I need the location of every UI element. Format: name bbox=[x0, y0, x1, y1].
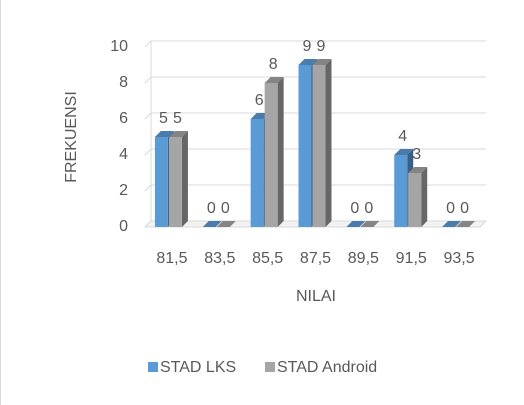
bar-side bbox=[325, 59, 332, 227]
y-tick-label: 8 bbox=[119, 74, 128, 91]
bar-top bbox=[216, 221, 236, 227]
data-label: 5 bbox=[173, 110, 182, 127]
legend-swatch bbox=[148, 362, 158, 372]
data-label: 4 bbox=[398, 128, 407, 145]
x-tick-label: 83,5 bbox=[204, 250, 235, 267]
legend-swatch bbox=[265, 362, 275, 372]
bar-top bbox=[168, 131, 188, 137]
data-label: 9 bbox=[303, 38, 312, 55]
x-tick-label: 91,5 bbox=[396, 250, 427, 267]
data-label: 9 bbox=[317, 38, 326, 55]
data-label: 8 bbox=[269, 56, 278, 73]
bar-top bbox=[298, 59, 318, 65]
bar bbox=[312, 65, 326, 227]
bar-top bbox=[408, 167, 428, 173]
bar-top bbox=[346, 221, 366, 227]
y-tick-label: 2 bbox=[119, 182, 128, 199]
bar bbox=[250, 119, 264, 227]
data-label: 0 bbox=[207, 200, 216, 217]
data-label: 0 bbox=[221, 200, 230, 217]
data-label: 6 bbox=[255, 92, 264, 109]
data-label: 0 bbox=[350, 200, 359, 217]
y-tick-label: 6 bbox=[119, 110, 128, 127]
x-tick-label: 89,5 bbox=[348, 250, 379, 267]
y-axis-label: FREKUENSI bbox=[63, 91, 80, 183]
bar-top bbox=[442, 221, 462, 227]
data-label: 0 bbox=[446, 200, 455, 217]
y-tick-label: 10 bbox=[110, 38, 128, 55]
bar-top bbox=[312, 59, 332, 65]
bar-top bbox=[264, 77, 284, 83]
grid-line-side bbox=[144, 40, 152, 48]
grid-line-side bbox=[144, 184, 152, 192]
bar-side bbox=[277, 77, 284, 227]
data-label: 5 bbox=[159, 110, 168, 127]
bar bbox=[298, 65, 312, 227]
data-label: 3 bbox=[412, 146, 421, 163]
x-tick-label: 93,5 bbox=[444, 250, 475, 267]
bar-top bbox=[394, 149, 414, 155]
legend-label: STAD LKS bbox=[160, 359, 236, 376]
x-tick-label: 85,5 bbox=[252, 250, 283, 267]
bar-top bbox=[456, 221, 476, 227]
bar bbox=[394, 155, 408, 227]
y-tick-label: 0 bbox=[119, 218, 128, 235]
x-axis-label: NILAI bbox=[296, 288, 336, 305]
bar bbox=[264, 83, 278, 227]
bar-top bbox=[154, 131, 174, 137]
data-label: 0 bbox=[460, 200, 469, 217]
bar-side bbox=[181, 131, 188, 227]
bar bbox=[168, 137, 182, 227]
bar-top bbox=[360, 221, 380, 227]
bar-side bbox=[421, 167, 428, 227]
grid-line-side bbox=[144, 76, 152, 84]
x-tick-label: 81,5 bbox=[156, 250, 187, 267]
bar bbox=[408, 173, 422, 227]
y-tick-label: 4 bbox=[119, 146, 128, 163]
legend-label: STAD Android bbox=[277, 359, 377, 376]
x-tick-label: 87,5 bbox=[300, 250, 331, 267]
grid-line-side bbox=[144, 112, 152, 120]
bar-top bbox=[202, 221, 222, 227]
data-label: 0 bbox=[364, 200, 373, 217]
bar bbox=[154, 137, 168, 227]
grid-line-side bbox=[144, 148, 152, 156]
